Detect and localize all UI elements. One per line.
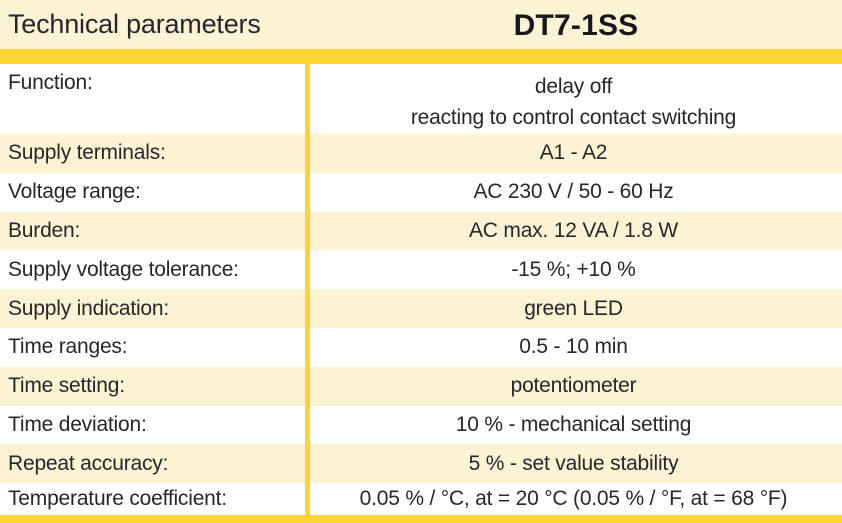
- product-model: DT7-1SS: [513, 9, 639, 42]
- table-row: Temperature coefficient: 0.05 % / °C, at…: [0, 483, 842, 516]
- param-label: Time deviation:: [8, 412, 147, 436]
- table-row: Burden: AC max. 12 VA / 1.8 W: [0, 211, 842, 251]
- param-value-line-1: delay off: [534, 75, 613, 98]
- param-label: Time ranges:: [8, 335, 128, 359]
- param-label: Function:: [8, 71, 93, 94]
- param-value: 10 % - mechanical setting: [455, 412, 692, 436]
- param-label: Burden:: [8, 218, 81, 242]
- parameters-table: Function: delay off reacting to control …: [0, 64, 842, 516]
- table-row: Supply voltage tolerance: -15 %; +10 %: [0, 250, 842, 290]
- column-divider: [305, 64, 310, 515]
- param-label: Supply terminals:: [8, 141, 166, 165]
- param-value-line-2: reacting to control contact switching: [410, 106, 737, 129]
- param-label: Voltage range:: [8, 180, 141, 204]
- param-value: A1 - A2: [539, 141, 608, 165]
- table-row: Repeat accuracy: 5 % - set value stabili…: [0, 444, 842, 484]
- table-row: Time deviation: 10 % - mechanical settin…: [0, 405, 842, 445]
- param-label: Temperature coefficient:: [8, 487, 227, 511]
- header-divider-bar: [0, 49, 842, 64]
- table-row: Time ranges: 0.5 - 10 min: [0, 327, 842, 367]
- table-header: Technical parameters DT7-1SS: [0, 0, 842, 49]
- param-value: AC max. 12 VA / 1.8 W: [469, 218, 678, 242]
- param-label: Supply indication:: [8, 296, 170, 320]
- param-value: 0.5 - 10 min: [519, 335, 628, 359]
- param-value: potentiometer: [510, 374, 637, 398]
- param-value: 5 % - set value stability: [468, 451, 679, 475]
- param-value: AC 230 V / 50 - 60 Hz: [473, 180, 674, 204]
- param-label: Repeat accuracy:: [8, 451, 169, 475]
- page-title: Technical parameters: [8, 9, 261, 39]
- table-row: Supply indication: green LED: [0, 289, 842, 328]
- param-value: -15 %; +10 %: [511, 257, 636, 281]
- table-row: Function: delay off reacting to control …: [0, 64, 842, 134]
- table-row: Voltage range: AC 230 V / 50 - 60 Hz: [0, 172, 842, 212]
- param-label: Time setting:: [8, 374, 125, 398]
- param-value: delay off reacting to control contact sw…: [305, 64, 842, 133]
- footer-divider-bar: [0, 515, 842, 523]
- param-label: Supply voltage tolerance:: [8, 257, 239, 281]
- table-row: Supply terminals: A1 - A2: [0, 134, 842, 173]
- param-value: 0.05 % / °C, at = 20 °C (0.05 % / °F, at…: [359, 487, 788, 511]
- table-row: Time setting: potentiometer: [0, 366, 842, 406]
- param-value: green LED: [524, 296, 623, 320]
